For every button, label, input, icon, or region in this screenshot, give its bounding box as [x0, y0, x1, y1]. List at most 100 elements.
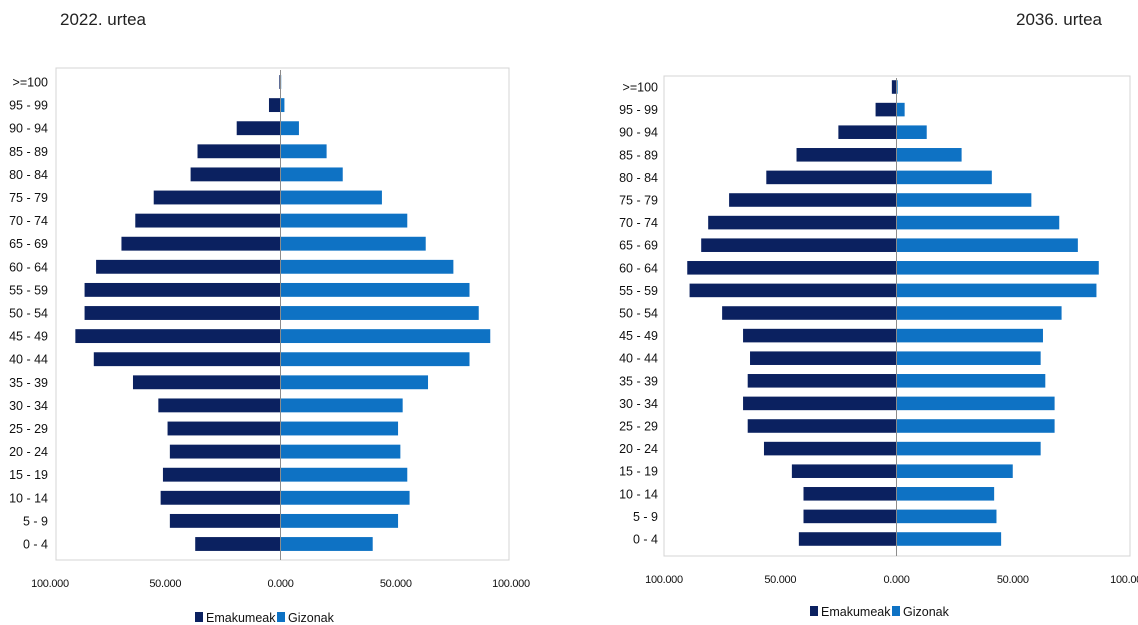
age-group-label: 35 - 39: [619, 374, 658, 388]
bar-gizonak: [896, 102, 905, 117]
age-group-label: 0 - 4: [23, 538, 48, 552]
bar-emakumeak: [93, 352, 281, 367]
age-group-label: 50 - 54: [619, 307, 658, 321]
bar-gizonak: [896, 170, 992, 185]
bar-gizonak: [280, 236, 426, 251]
bar-emakumeak: [121, 236, 281, 251]
bar-gizonak: [280, 398, 403, 413]
x-tick-label: 100.000: [1110, 574, 1138, 586]
legend-swatch-emakumeak: [810, 606, 818, 616]
bar-emakumeak: [743, 396, 897, 411]
bar-gizonak: [896, 441, 1041, 456]
x-tick-label: 100.000: [492, 578, 530, 590]
age-group-label: >=100: [623, 81, 659, 95]
bar-emakumeak: [747, 419, 897, 433]
bar-gizonak: [280, 144, 327, 159]
bar-gizonak: [280, 352, 470, 367]
bar-emakumeak: [190, 167, 281, 182]
bar-gizonak: [280, 490, 410, 505]
bar-emakumeak: [838, 125, 897, 139]
age-group-label: 95 - 99: [9, 99, 48, 113]
legend-label-emakumeak: Emakumeak: [206, 611, 276, 625]
bar-emakumeak: [153, 190, 281, 205]
legend-label-emakumeak: Emakumeak: [821, 605, 891, 619]
age-group-label: 60 - 64: [9, 260, 48, 274]
x-tick-label: 0.000: [883, 574, 909, 586]
age-group-label: 15 - 19: [9, 468, 48, 482]
bar-emakumeak: [135, 213, 281, 228]
bar-gizonak: [896, 148, 962, 162]
bar-gizonak: [896, 396, 1055, 411]
age-group-label: >=100: [13, 76, 49, 90]
bar-gizonak: [896, 80, 898, 94]
age-group-label: 40 - 44: [9, 353, 48, 367]
bar-emakumeak: [791, 464, 897, 478]
population-pyramid-2036: 0 - 4 5 - 9 10 - 14 15 - 19 20 - 24 25 - 29 30…: [619, 75, 1138, 619]
x-tick-label: 50.000: [380, 578, 412, 590]
bar-gizonak: [896, 238, 1078, 252]
bar-emakumeak: [803, 487, 897, 501]
bar-gizonak: [896, 283, 1097, 298]
age-group-label: 90 - 94: [9, 122, 48, 136]
bar-emakumeak: [160, 490, 281, 505]
age-group-label: 65 - 69: [9, 237, 48, 251]
age-group-label: 60 - 64: [619, 261, 658, 275]
age-group-label: 10 - 14: [9, 491, 48, 505]
chart-title-2022: 2022. urtea: [60, 10, 147, 29]
bar-emakumeak: [75, 329, 281, 344]
x-tick-label: 100.000: [645, 574, 683, 586]
bar-gizonak: [280, 121, 299, 136]
bar-gizonak: [280, 213, 408, 228]
bar-emakumeak: [169, 444, 281, 459]
legend-label-gizonak: Gizonak: [903, 605, 950, 619]
bar-emakumeak: [763, 441, 897, 456]
chart-title-2036: 2036. urtea: [1015, 10, 1102, 29]
bar-gizonak: [896, 419, 1055, 433]
bar-emakumeak: [722, 306, 897, 320]
age-group-label: 55 - 59: [619, 284, 658, 298]
age-group-label: 20 - 24: [619, 442, 658, 456]
bar-gizonak: [896, 261, 1099, 275]
age-group-label: 75 - 79: [619, 194, 658, 208]
age-group-label: 20 - 24: [9, 445, 48, 459]
bar-emakumeak: [747, 374, 897, 388]
x-tick-label: 50.000: [149, 578, 181, 590]
bar-emakumeak: [701, 238, 897, 252]
bar-gizonak: [280, 98, 285, 113]
bar-gizonak: [280, 329, 491, 344]
plot-area-frame: [55, 67, 510, 561]
bar-gizonak: [896, 125, 927, 139]
age-group-label: 35 - 39: [9, 376, 48, 390]
chart-legend: Emakumeak Gizonak: [810, 605, 950, 619]
age-group-label: 80 - 84: [9, 168, 48, 182]
age-group-label: 50 - 54: [9, 307, 48, 321]
bar-gizonak: [280, 259, 454, 274]
bar-gizonak: [280, 190, 382, 205]
bar-emakumeak: [84, 282, 281, 297]
age-group-label: 70 - 74: [619, 216, 658, 230]
bar-gizonak: [896, 532, 1002, 546]
bar-gizonak: [896, 306, 1062, 320]
chart-legend: Emakumeak Gizonak: [195, 611, 335, 625]
bar-emakumeak: [687, 261, 897, 275]
x-tick-label: 50.000: [764, 574, 796, 586]
bar-gizonak: [280, 444, 401, 459]
bar-emakumeak: [167, 421, 281, 436]
bar-emakumeak: [798, 532, 897, 546]
bar-emakumeak: [743, 328, 897, 343]
bar-emakumeak: [169, 513, 281, 528]
age-group-label: 55 - 59: [9, 283, 48, 297]
bar-emakumeak: [84, 306, 281, 320]
bar-gizonak: [896, 328, 1043, 343]
bar-gizonak: [280, 537, 373, 551]
age-group-label: 85 - 89: [619, 148, 658, 162]
bar-emakumeak: [803, 509, 897, 524]
bar-emakumeak: [132, 375, 281, 390]
bar-emakumeak: [796, 148, 897, 162]
bar-gizonak: [896, 374, 1046, 388]
age-group-label: 75 - 79: [9, 191, 48, 205]
age-group-label: 65 - 69: [619, 239, 658, 253]
population-pyramid-2022: 0 - 4 5 - 9 10 - 14 15 - 19 20 - 24 25 - 29 30…: [9, 67, 530, 625]
bar-emakumeak: [195, 537, 281, 551]
age-group-label: 70 - 74: [9, 214, 48, 228]
